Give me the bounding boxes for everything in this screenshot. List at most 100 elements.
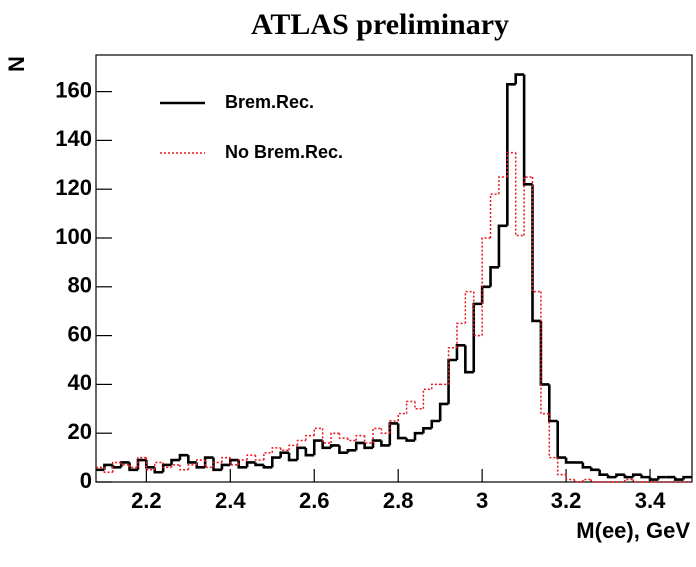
histogram-bin [145,460,155,469]
histogram-bin [103,467,113,473]
histogram-bin [506,82,516,226]
histogram-bin [455,344,466,360]
histogram-bin [329,444,340,448]
x-axis-label: M(ee), GeV [576,518,690,543]
histogram-bin [590,479,600,483]
histogram-bin [396,423,407,440]
histogram-bin [170,458,180,465]
histogram-bin [498,176,508,195]
histogram-bin [321,440,332,450]
histogram-bin [540,291,550,415]
histogram-bin [564,457,575,464]
histogram-bin [346,448,357,453]
histogram-bin [288,444,298,451]
histogram-bin [682,475,692,480]
histogram-bin [514,152,525,237]
histogram-bin [212,457,222,472]
histogram-bin [254,462,264,467]
histogram-bin [279,447,290,452]
histogram-bin [270,456,281,468]
histogram-bin [237,459,248,465]
histogram-bin [523,176,533,236]
histogram-bin [631,473,642,478]
histogram-bin [480,285,491,304]
x-tick-label: 3.2 [551,488,582,513]
histogram-bin [632,479,642,483]
legend-label: Brem.Rec. [225,92,314,112]
histogram-bin [263,451,273,461]
x-tick-label: 2.6 [299,488,330,513]
y-tick-label: 80 [68,273,92,298]
histogram-bin [187,464,197,470]
histogram-bin [589,467,600,472]
histogram-bin [178,453,189,461]
histogram-bin [430,419,441,429]
histogram-bin [221,456,231,463]
histogram-bin [245,461,256,468]
histogram-bin [673,477,684,481]
legend-label: No Brem.Rec. [225,142,343,162]
chart-title: ATLAS preliminary [251,8,509,41]
histogram-bin [556,457,567,476]
histogram-bin [187,455,197,464]
histogram-bin [354,441,365,451]
histogram-bin [330,432,340,443]
histogram-bin [464,290,474,324]
histogram-bin [254,455,264,461]
histogram-bin [204,460,214,469]
histogram-bin [506,151,516,177]
histogram-bin [179,464,189,471]
histogram-bin [414,401,424,410]
histogram-bin [363,435,374,444]
histogram-bin [363,442,374,450]
histogram-bin [161,463,172,473]
histogram-bin [237,460,248,469]
histogram-bin [296,446,306,461]
histogram-bin [624,478,634,482]
histogram-bin [128,464,138,469]
histogram-bin [606,474,617,479]
y-tick-label: 0 [80,468,92,493]
histogram-bin [472,291,483,337]
histogram-bin [321,428,332,444]
y-tick-label: 60 [68,321,92,346]
histogram-bin [447,358,457,404]
histogram-bin [556,421,567,459]
histogram-bin [413,431,424,441]
x-tick-label: 3.4 [635,488,666,513]
histogram-bin [456,322,466,348]
histogram-bin [472,302,483,373]
histogram-bin [212,461,222,468]
x-tick-label: 2.8 [383,488,414,513]
x-tick-label: 3 [476,488,488,513]
histogram-bin [154,461,164,470]
histogram-bin [648,477,659,481]
histogram-bin [489,265,499,287]
histogram-bin [640,474,651,479]
histogram-bin [514,73,525,85]
histogram-bin [229,457,239,466]
y-tick-label: 140 [55,126,92,151]
histogram-bin [539,320,550,386]
histogram-bin [657,475,667,480]
histogram-bin [145,457,155,471]
histogram-bin [481,237,491,336]
histogram-bin [438,402,449,421]
histogram-bin [497,224,508,268]
histogram-bin [397,412,407,421]
histogram-bin [287,452,298,462]
y-tick-label: 100 [55,224,92,249]
histogram-bin [137,456,147,468]
histogram-bin [347,438,357,442]
histogram-bin [162,462,172,469]
y-tick-label: 40 [68,370,92,395]
histogram-bin [246,454,256,461]
histogram-bin [195,459,206,465]
y-tick-label: 160 [55,77,92,102]
histogram-bin [279,451,290,458]
histogram-bin [304,447,315,457]
plot-frame [95,54,693,483]
x-tick-label: 2.2 [131,488,162,513]
histogram-bin [405,438,415,442]
histogram-bin [313,427,323,436]
